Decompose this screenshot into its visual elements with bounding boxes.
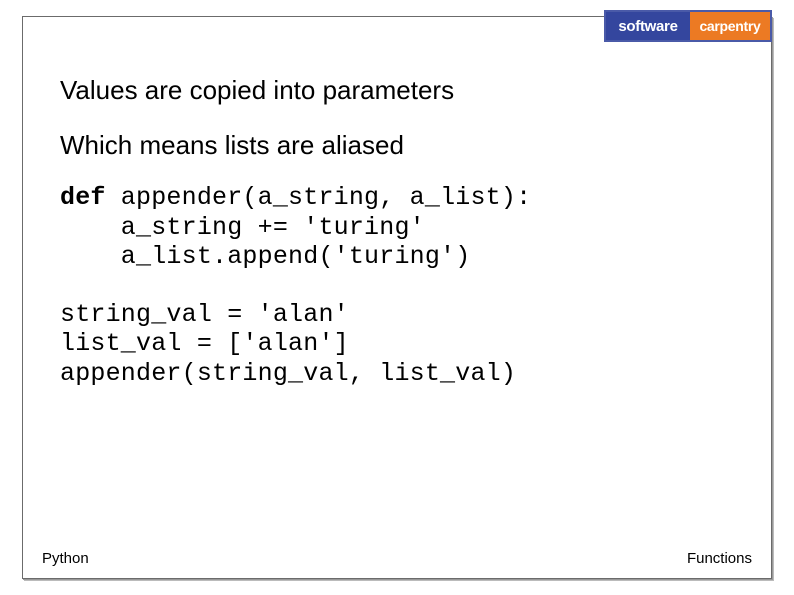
- code-block-calls: string_val = 'alan' list_val = ['alan'] …: [60, 300, 734, 389]
- headline-1: Values are copied into parameters: [60, 74, 734, 107]
- keyword-def: def: [60, 183, 106, 212]
- logo-badge: software carpentry: [604, 10, 772, 42]
- code-block-def: def appender(a_string, a_list): a_string…: [60, 183, 734, 272]
- slide-content: Values are copied into parameters Which …: [60, 74, 734, 416]
- slide: software carpentry Values are copied int…: [0, 0, 794, 595]
- footer-left: Python: [42, 550, 89, 567]
- logo-right-text: carpentry: [690, 12, 770, 40]
- logo-left-text: software: [606, 12, 690, 40]
- footer-right: Functions: [687, 550, 752, 567]
- code-block-1-body: appender(a_string, a_list): a_string += …: [60, 183, 531, 271]
- headline-2: Which means lists are aliased: [60, 129, 734, 162]
